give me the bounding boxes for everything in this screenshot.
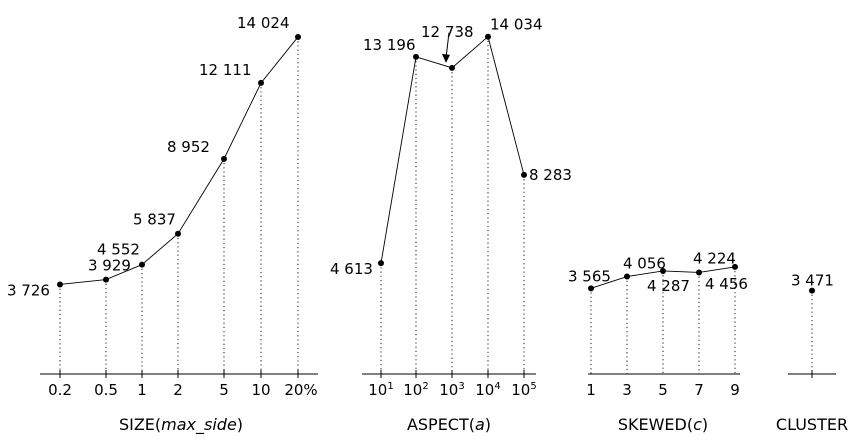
x-tick-label: 7 [694,381,704,399]
tick-base: 10 [475,381,494,399]
x-tick-label: 1 [137,381,147,399]
x-axis-title-0: SIZE(max_side) [119,415,243,435]
x-axis-title-3: CLUSTER [776,415,848,434]
axis-title-part: c [693,415,702,434]
x-tick-label: 102 [403,381,428,399]
axis-title-part: ) [485,415,491,434]
x-tick-label: 2 [173,381,183,399]
x-tick-label: 3 [622,381,632,399]
x-tick-label: 5 [219,381,229,399]
annotation-arrow-head [442,53,450,63]
data-label: 4 056 [623,255,666,273]
data-point [485,33,491,40]
tick-base: 10 [439,381,458,399]
data-point [103,276,109,283]
data-point [295,33,301,40]
data-point [258,79,264,86]
x-tick-label: 10 [251,381,270,399]
axis-title-part: SIZE( [119,415,161,434]
x-tick-label: 104 [475,381,500,399]
data-label: 3 565 [568,267,611,285]
tick-exponent: 3 [458,381,464,392]
data-point [660,267,666,274]
data-label: 4 456 [705,275,748,293]
data-label: 3 471 [791,272,834,290]
data-label: 14 024 [237,14,290,32]
axis-title-part: ASPECT( [407,415,475,434]
data-label: 8 283 [529,166,572,184]
x-tick-label: 0.5 [94,381,118,399]
axis-title-part: SKEWED( [618,415,693,434]
tick-exponent: 2 [422,381,428,392]
tick-base: 10 [403,381,422,399]
data-label: 5 837 [133,211,176,229]
tick-base: 10 [368,381,387,399]
axis-title-part: max_side [161,415,237,435]
data-label: 14 034 [490,16,543,34]
data-point [696,269,702,276]
annotation-arrow-line [445,32,450,58]
data-label: 4 287 [647,277,690,295]
x-tick-label: 101 [368,381,393,399]
x-axis-title-1: ASPECT(a) [407,415,491,434]
data-point [57,281,63,288]
data-point [449,64,455,71]
x-tick-label: 5 [658,381,668,399]
x-tick-label: 0.2 [48,381,72,399]
tick-exponent: 1 [387,381,393,392]
x-tick-label: 20% [284,381,317,399]
tick-exponent: 4 [494,381,500,392]
data-point [624,273,630,280]
x-tick-label: 9 [730,381,740,399]
data-point [521,171,527,178]
data-label: 3 929 [88,257,131,275]
data-label: 12 738 [421,23,474,41]
data-point [378,260,384,267]
x-tick-label: 105 [511,381,536,399]
x-tick-label: 103 [439,381,464,399]
axis-title-part: ) [702,415,708,434]
series-line-0 [59,36,299,285]
data-label: 13 196 [363,36,416,54]
data-point [809,287,815,294]
x-tick-label: 1 [586,381,596,399]
data-label: 4 224 [693,249,736,267]
data-point [413,53,419,60]
data-label: 3 726 [7,281,50,299]
data-label: 8 952 [167,138,210,156]
axis-title-part: a [475,415,485,434]
tick-base: 10 [511,381,530,399]
data-label: 4 613 [330,260,373,278]
data-label: 12 111 [199,61,252,79]
data-point [175,230,181,237]
data-label: 4 552 [97,241,140,259]
data-point [732,263,738,270]
tick-exponent: 5 [530,381,536,392]
data-point [221,155,227,162]
axis-title-part: CLUSTER [776,415,848,434]
data-point [588,285,594,292]
data-point [139,261,145,268]
x-axis-title-2: SKEWED(c) [618,415,708,434]
axis-title-part: ) [237,415,243,434]
